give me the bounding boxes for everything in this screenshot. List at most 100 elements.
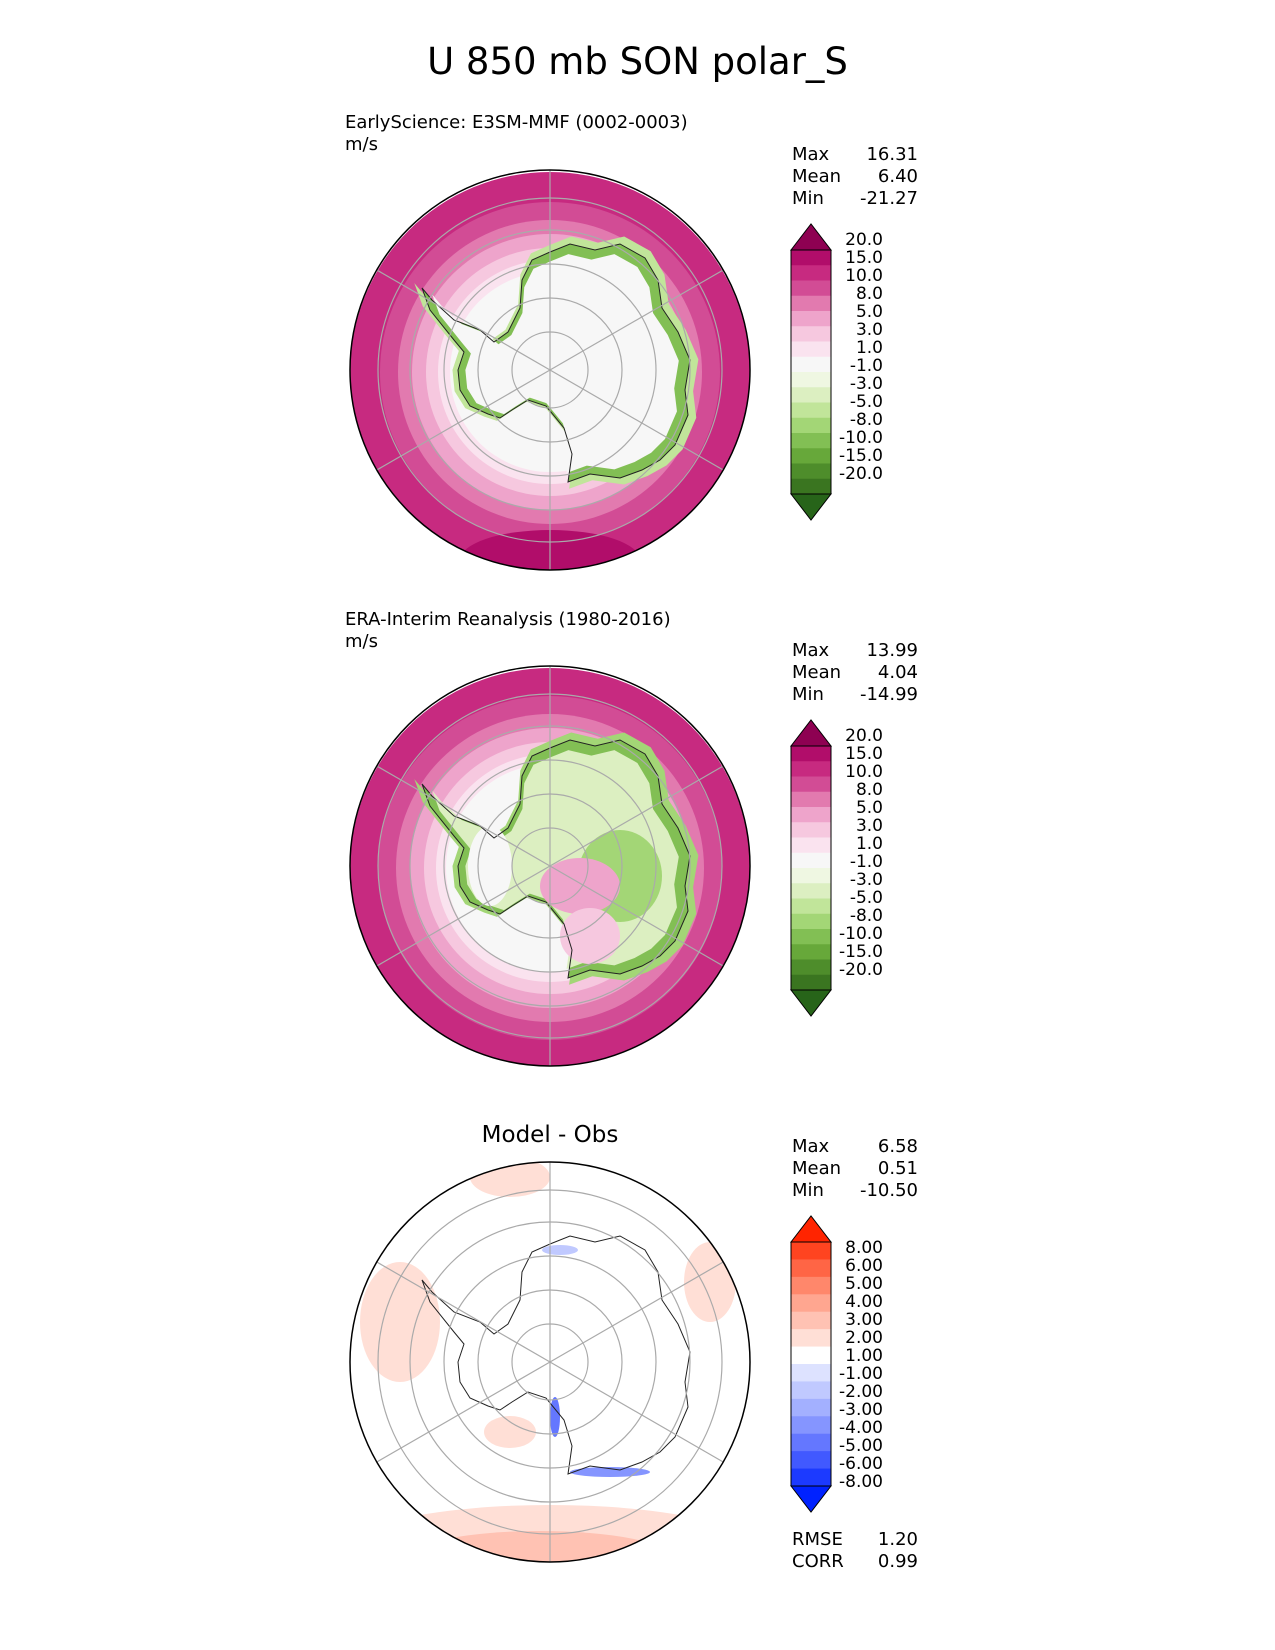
stat-mean-label: Mean (792, 166, 842, 187)
colorbar-swatch (791, 463, 831, 480)
colorbar-swatch (791, 944, 831, 960)
westerly-band (540, 858, 620, 914)
colorbar-tick: -8.00 (839, 1472, 883, 1492)
panel-2-polar-map (349, 665, 751, 1067)
colorbar-tick: 5.0 (855, 798, 883, 818)
panel-3-metrics: RMSE 1.20 CORR 0.99 (792, 1529, 918, 1573)
map-field (350, 1162, 750, 1562)
colorbar-swatch (791, 807, 831, 823)
colorbar-swatch (791, 974, 831, 991)
meridian-line (376, 269, 551, 371)
meridian-line (549, 369, 724, 471)
stat-max-row: Max 13.99 (792, 640, 918, 662)
stat-min-row: Min -14.99 (792, 684, 918, 706)
colorbar-swatch (791, 1346, 831, 1365)
colorbar-frame (790, 249, 832, 495)
panel-3-polar-map (349, 1161, 751, 1563)
panel-2-title: ERA-Interim Reanalysis (1980-2016) m/s (345, 609, 671, 653)
metric-rmse-label: RMSE (792, 1529, 843, 1550)
antarctica-coastline (421, 1235, 691, 1475)
panel-1-polar-map (349, 169, 751, 571)
figure-title: U 850 mb SON polar_S (427, 40, 848, 83)
colorbar-tick: -1.0 (849, 356, 883, 376)
metric-rmse-value: 1.20 (877, 1529, 918, 1550)
stat-mean-value: 4.04 (877, 662, 918, 683)
colorbar-swatch (791, 1276, 831, 1295)
colorbar-frame (790, 1241, 832, 1487)
colorbar-swatch (791, 250, 831, 266)
colorbar-swatch (791, 1381, 831, 1400)
panel-1-colorbar (789, 223, 833, 521)
colorbar-swatch (791, 791, 831, 808)
colorbar-extend-top (789, 223, 833, 251)
colorbar-swatch (791, 837, 831, 854)
negative-anomaly (550, 1397, 560, 1437)
colorbar-tick: -8.0 (849, 906, 883, 926)
colorbar-tick: -2.00 (839, 1382, 883, 1402)
meridian-line (549, 865, 724, 967)
colorbar-tick: 1.0 (855, 338, 883, 358)
colorbar-tick: 5.00 (845, 1274, 883, 1294)
colorbar-tick: -3.0 (849, 870, 883, 890)
colorbar-tick: 20.0 (845, 726, 883, 746)
map-field (350, 170, 750, 570)
colorbar-swatch (791, 1364, 831, 1382)
stat-max-value: 13.99 (866, 640, 918, 661)
colorbar-tick: -3.0 (849, 374, 883, 394)
stat-min-label: Min (792, 1180, 824, 1201)
colorbar-swatch (791, 746, 831, 762)
antarctica-coastline (421, 243, 691, 483)
metric-corr-label: CORR (792, 1551, 844, 1572)
stat-mean-value: 0.51 (877, 1158, 918, 1179)
colorbar-swatch (791, 868, 831, 884)
colorbar-swatch (791, 761, 831, 777)
stat-max-label: Max (792, 1136, 830, 1157)
stat-min-label: Min (792, 188, 824, 209)
colorbar-tick: -4.00 (839, 1418, 883, 1438)
panel-1-title: EarlyScience: E3SM-MMF (0002-0003) m/s (345, 112, 688, 156)
stat-min-row: Min -10.50 (792, 1180, 918, 1202)
meridian-line (376, 1361, 551, 1463)
colorbar-tick: 15.0 (845, 248, 883, 268)
colorbar-tick: -3.00 (839, 1400, 883, 1420)
panel-2-stats: Max 13.99 Mean 4.04 Min -14.99 (792, 640, 918, 706)
meridian-line (549, 269, 724, 371)
colorbar-tick: -5.0 (849, 888, 883, 908)
positive-anomaly (410, 1531, 670, 1562)
colorbar-swatch (791, 402, 831, 419)
panel-3-title: Model - Obs (481, 1122, 619, 1148)
colorbar-swatch (791, 417, 831, 434)
positive-anomaly (360, 1262, 440, 1382)
colorbar-swatch (791, 1398, 831, 1417)
meridian-line (376, 1261, 551, 1363)
colorbar-swatch (791, 1242, 831, 1260)
stat-mean-label: Mean (792, 1158, 842, 1179)
map-field (350, 666, 750, 1066)
colorbar-swatch (791, 311, 831, 327)
meridian-line (376, 369, 551, 471)
colorbar-tick: 20.0 (845, 230, 883, 250)
metric-rmse-row: RMSE 1.20 (792, 1529, 918, 1551)
stat-min-row: Min -21.27 (792, 188, 918, 210)
panel-3-colorbar (789, 1215, 833, 1513)
colorbar-swatch (791, 822, 831, 838)
colorbar-swatch (791, 776, 831, 793)
meridian-line (549, 1361, 724, 1463)
colorbar-tick: -1.00 (839, 1364, 883, 1384)
meridian-line (549, 1261, 724, 1363)
colorbar-swatch (791, 1259, 831, 1278)
panel-2-colorbar (789, 719, 833, 1017)
colorbar-tick: 10.0 (845, 266, 883, 286)
colorbar-swatch (791, 478, 831, 495)
stat-max-row: Max 16.31 (792, 144, 918, 166)
map-boundary (349, 1161, 751, 1563)
colorbar-tick: -5.0 (849, 392, 883, 412)
colorbar-swatch (791, 295, 831, 312)
colorbar-tick: 5.0 (855, 302, 883, 322)
meridian-line (376, 865, 551, 967)
meridian-line (549, 765, 724, 867)
stat-max-row: Max 6.58 (792, 1136, 918, 1158)
stat-max-label: Max (792, 144, 830, 165)
colorbar-extend-bottom (789, 493, 833, 521)
colorbar-tick: 8.0 (855, 284, 883, 304)
